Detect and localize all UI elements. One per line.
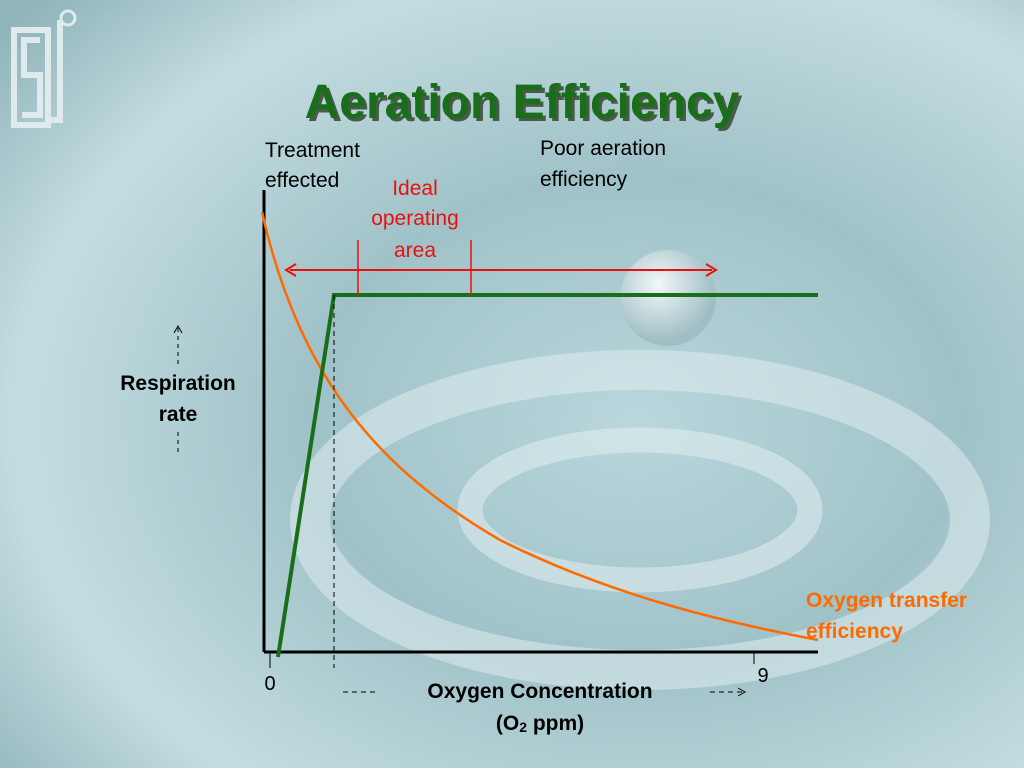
unit-part: (O [496,712,519,735]
unit-part: ppm) [527,712,584,735]
x-arrowhead [737,687,747,697]
y-axis-label: Respiration rate [120,372,236,426]
oxygen-transfer-curve [260,211,819,642]
title-shadow: Aeration Efficiency [308,79,743,132]
y-arrowhead [173,324,183,334]
x-axis-label: Oxygen Concentration [427,680,652,703]
annotation-line: Poor aeration [540,137,666,160]
poor-annotation: Poor aeration efficiency [540,137,666,191]
treatment-annotation: Treatment effected [265,139,360,192]
droplet [620,250,716,346]
annotation-line: Ideal [392,177,438,200]
annotation-line: Treatment [265,139,360,162]
logo [11,9,77,128]
annotation-line: operating [371,207,459,230]
ripple [457,427,823,593]
ideal-annotation: Ideal operating area [371,177,459,262]
x-tick-label: 0 [264,673,275,695]
range-arrowheads [284,263,718,277]
title: Aeration Efficiency [305,76,740,129]
label-line: rate [159,403,198,426]
ripple [290,350,990,690]
annotation-line: efficiency [806,620,903,643]
unit-subscript: 2 [519,719,527,735]
x-axis-unit: (O2 ppm) [496,712,584,735]
annotation-line: Oxygen transfer [806,589,967,612]
annotation-line: area [394,239,436,262]
x-tick-label: 9 [757,665,768,687]
label-line: Respiration [120,372,236,395]
annotation-line: effected [265,169,339,192]
annotation-line: efficiency [540,168,628,191]
oxygen-transfer-annotation: Oxygen transfer efficiency [806,589,967,643]
